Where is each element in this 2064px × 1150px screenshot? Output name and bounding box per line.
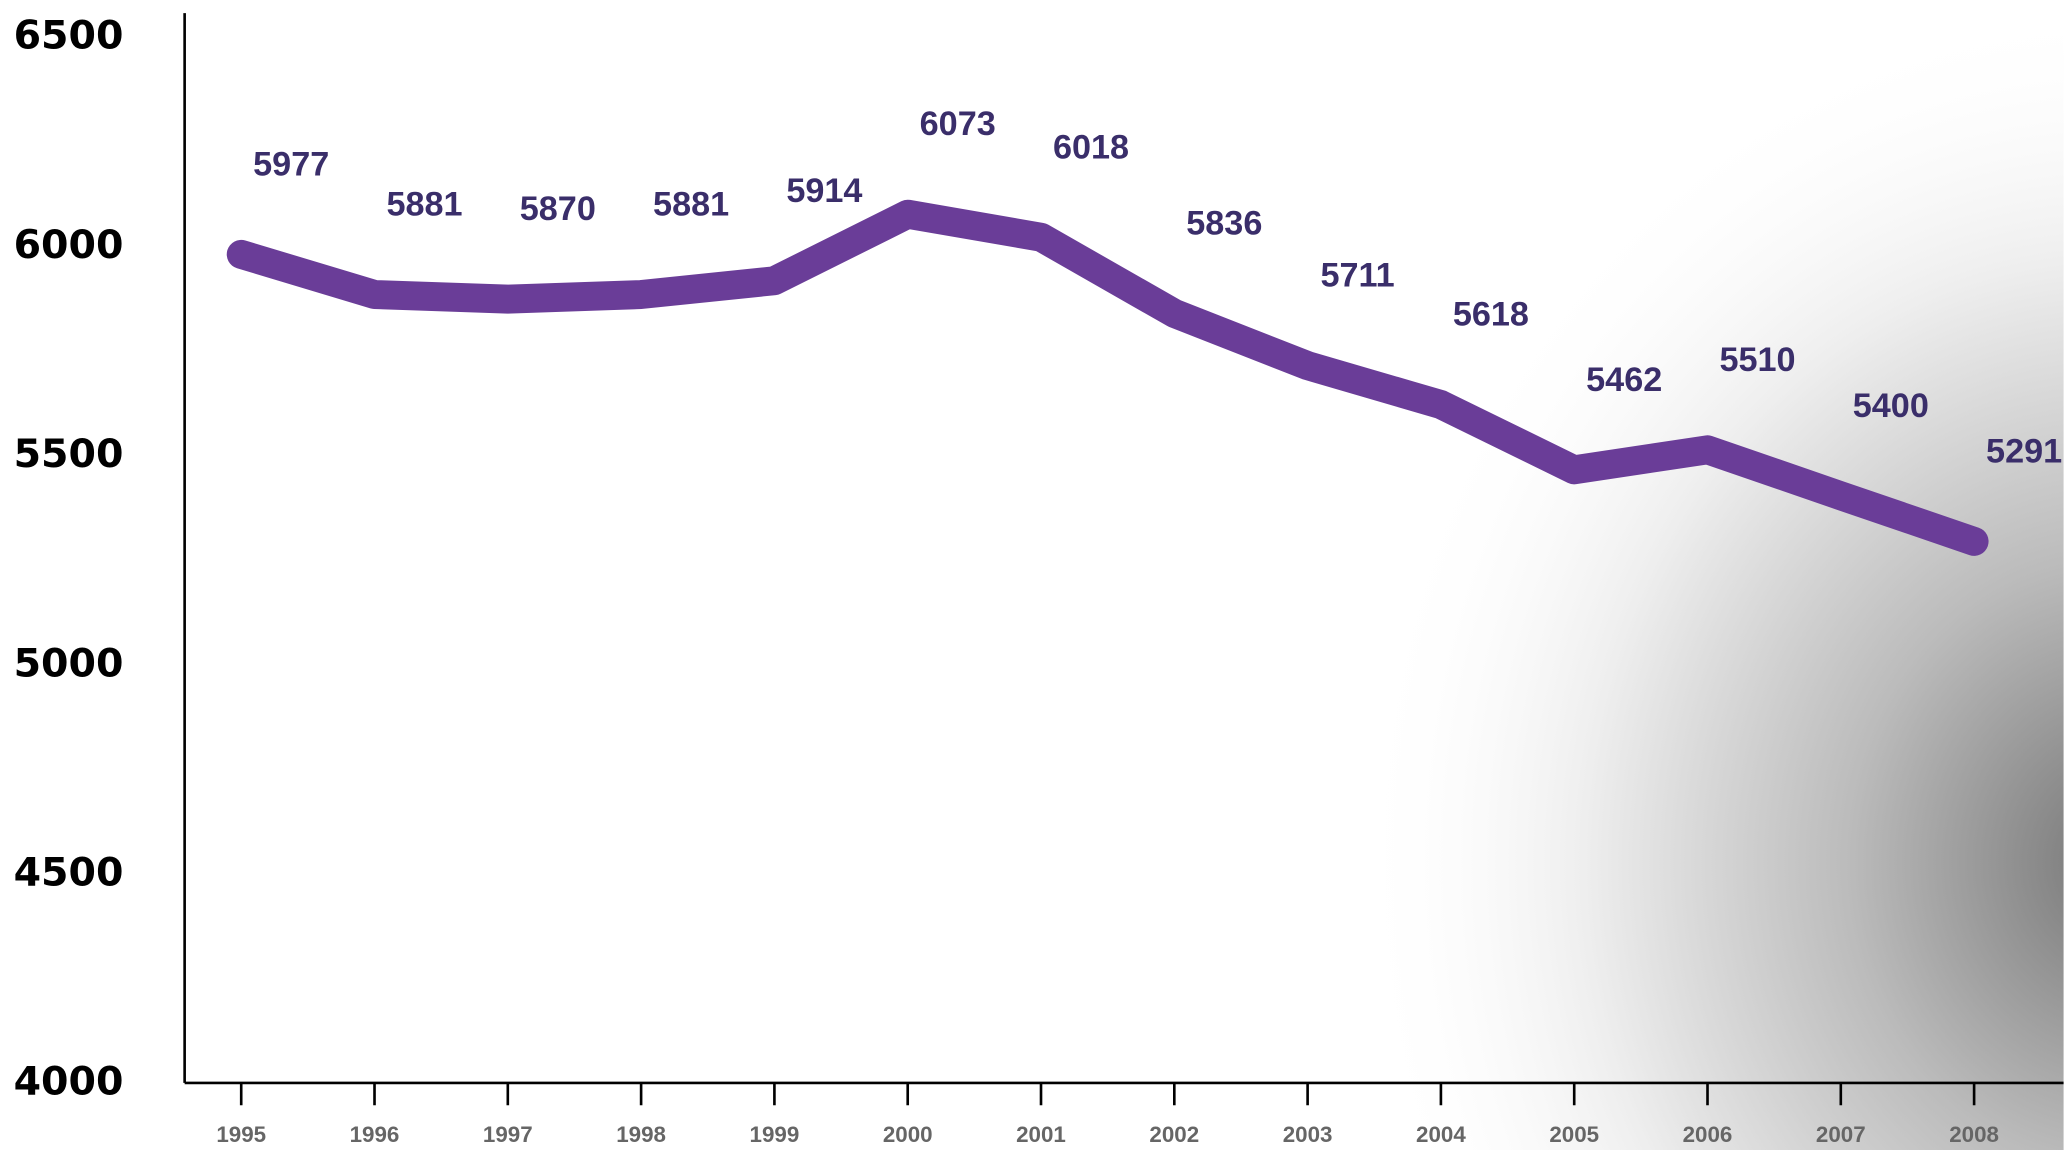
- x-tick-label: 1995: [216, 1122, 266, 1147]
- x-tick-label: 2002: [1149, 1122, 1199, 1147]
- value-label: 5462: [1586, 361, 1662, 399]
- y-tick-label: 4500: [14, 850, 124, 896]
- x-tick-label: 1997: [483, 1122, 533, 1147]
- value-label: 5618: [1453, 296, 1529, 334]
- y-tick-label: 6000: [14, 222, 124, 268]
- value-label: 5400: [1853, 387, 1929, 425]
- y-tick-label: 5500: [14, 431, 124, 477]
- value-label: 6073: [920, 105, 996, 143]
- value-label: 5711: [1321, 257, 1395, 295]
- x-tick-label: 2000: [883, 1122, 933, 1147]
- x-tick-label: 2007: [1816, 1122, 1866, 1147]
- background-photo: [1053, 0, 2064, 1150]
- value-label: 6018: [1053, 128, 1129, 166]
- x-tick-label: 2003: [1283, 1122, 1333, 1147]
- value-label: 5291: [1986, 432, 2062, 470]
- line: [226, 199, 1989, 556]
- x-tick-label: 1999: [750, 1122, 800, 1147]
- value-label: 5870: [520, 190, 596, 228]
- x-tick-label: 2004: [1416, 1122, 1466, 1147]
- value-label: 5881: [386, 186, 462, 224]
- value-label: 5914: [786, 172, 862, 210]
- x-tick-label: 2001: [1016, 1122, 1066, 1147]
- value-label: 5881: [653, 186, 729, 224]
- x-tick-label: 2006: [1683, 1122, 1733, 1147]
- value-label: 5977: [253, 145, 329, 183]
- value-label: 5510: [1719, 341, 1795, 379]
- x-tick-label: 1998: [616, 1122, 666, 1147]
- value-label: 5836: [1186, 204, 1262, 242]
- y-tick-label: 4000: [14, 1059, 124, 1105]
- x-tick-label: 2008: [1949, 1122, 1999, 1147]
- y-tick-label: 5000: [14, 640, 124, 686]
- x-tick-label: 2005: [1549, 1122, 1599, 1147]
- y-tick-label: 6500: [14, 13, 124, 59]
- x-tick-label: 1996: [350, 1122, 400, 1147]
